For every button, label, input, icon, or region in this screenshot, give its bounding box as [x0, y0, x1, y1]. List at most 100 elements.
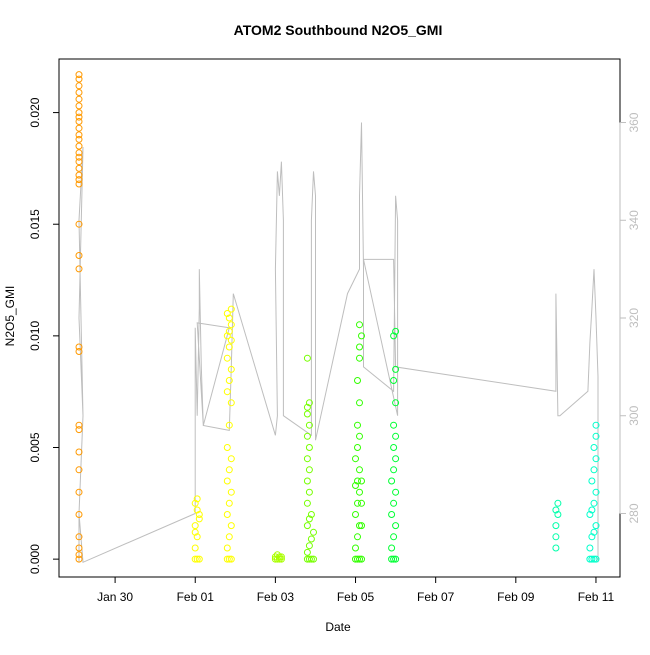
data-point [75, 102, 83, 110]
data-point [356, 343, 363, 351]
data-point [358, 332, 365, 340]
data-point [305, 421, 313, 429]
data-point [388, 544, 396, 552]
data-point [307, 555, 315, 563]
data-point [356, 466, 363, 474]
data-point [588, 555, 596, 563]
data-point [75, 265, 83, 273]
data-point [592, 522, 600, 530]
data-point [352, 544, 359, 552]
data-point [592, 432, 600, 440]
data-point [354, 499, 361, 507]
y2-tick-label: 300 [627, 405, 641, 425]
y2-axis: 280 300 320 340 360 [619, 112, 641, 523]
data-point [310, 528, 317, 536]
data-point [225, 555, 233, 563]
data-point [225, 533, 233, 541]
data-point [227, 399, 235, 407]
data-point [75, 164, 83, 172]
data-point [75, 113, 83, 121]
data-point [588, 533, 596, 541]
data-point [75, 75, 83, 83]
x-tick-label: Feb 05 [337, 590, 375, 604]
data-point [356, 354, 363, 362]
data-point [552, 506, 560, 514]
data-point [392, 432, 400, 440]
data-point [390, 332, 398, 340]
data-point [303, 410, 311, 418]
data-point [75, 555, 83, 563]
data-point [303, 548, 311, 556]
data-point [223, 477, 231, 485]
data-point [277, 555, 285, 563]
data-point [195, 515, 203, 523]
data-point [75, 131, 83, 139]
data-point [223, 511, 231, 518]
data-point [592, 421, 600, 429]
data-point [75, 220, 83, 228]
data-point [392, 555, 400, 563]
data-point [390, 377, 398, 384]
data-point [303, 403, 311, 411]
data-point [225, 466, 233, 474]
y-tick-label: 0.015 [28, 209, 42, 239]
data-point [352, 482, 359, 489]
data-point [277, 553, 285, 561]
data-point [275, 553, 283, 561]
data-point [590, 499, 598, 507]
data-point [227, 305, 235, 313]
secondary-series-line [78, 122, 599, 564]
y2-tick-label: 320 [627, 308, 641, 328]
data-point [552, 544, 560, 552]
data-point [227, 336, 235, 344]
secondary-line-layer [78, 122, 599, 564]
data-point [191, 544, 199, 552]
chart-title: ATOM2 Southbound N2O5_GMI [234, 22, 443, 38]
data-point [193, 506, 201, 514]
data-point [75, 448, 83, 456]
data-point [588, 506, 596, 514]
data-point [352, 511, 359, 518]
data-point [390, 555, 398, 563]
data-point [592, 555, 600, 563]
data-point [223, 555, 231, 563]
y-axis: 0.000 0.005 0.010 0.015 0.020 [28, 97, 60, 574]
data-point [588, 477, 596, 485]
data-point [303, 522, 311, 530]
data-point [75, 488, 83, 496]
x-axis-label: Date [325, 620, 351, 634]
data-point [305, 466, 313, 474]
data-point [75, 252, 83, 259]
data-point [590, 444, 598, 451]
data-point [305, 515, 313, 523]
data-point [223, 310, 231, 317]
data-point [392, 327, 400, 335]
data-point [75, 533, 83, 541]
data-point [390, 444, 398, 451]
data-point [75, 82, 83, 90]
data-point [223, 354, 231, 362]
x-tick-label: Jan 30 [97, 590, 133, 604]
data-point [223, 388, 231, 396]
y-tick-label: 0.010 [28, 321, 42, 351]
data-point [390, 533, 398, 541]
data-point [195, 511, 203, 518]
data-point [586, 511, 594, 518]
data-point [227, 365, 235, 373]
data-point [191, 555, 199, 563]
data-point [275, 555, 283, 563]
data-point [225, 377, 233, 384]
data-point [273, 555, 281, 563]
data-point [75, 466, 83, 474]
data-point [356, 555, 363, 563]
data-point [305, 444, 313, 451]
data-point [392, 365, 400, 373]
data-point [303, 499, 311, 507]
data-point [193, 555, 201, 563]
data-point [392, 488, 400, 496]
data-point [227, 488, 235, 496]
x-axis: Jan 30 Feb 01 Feb 03 Feb 05 Feb 07 Feb 09 Feb … [97, 576, 615, 604]
data-point [552, 522, 560, 530]
